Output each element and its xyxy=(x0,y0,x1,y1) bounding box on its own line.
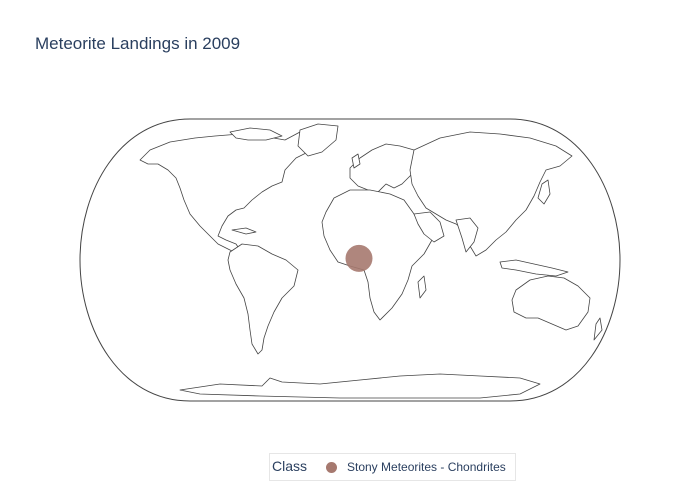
europe-land xyxy=(349,143,425,193)
legend-item-chondrites[interactable]: Stony Meteorites - Chondrites xyxy=(326,454,506,480)
south-america-land xyxy=(227,243,299,355)
japan-land xyxy=(537,179,551,205)
legend-marker-circle xyxy=(326,461,337,473)
india-land xyxy=(455,217,479,253)
greenland-land xyxy=(297,123,339,157)
uk-land xyxy=(351,153,361,169)
indonesia-land xyxy=(499,259,569,277)
africa-land xyxy=(321,189,433,321)
legend-title: Class xyxy=(272,458,308,474)
madagascar-land xyxy=(417,275,427,299)
meteorite-marker[interactable] xyxy=(345,244,373,272)
caribbean-land xyxy=(231,227,257,235)
meteorite-markers xyxy=(345,244,373,272)
chart-title: Meteorite Landings in 2009 xyxy=(35,34,241,53)
legend-label: Stony Meteorites - Chondrites xyxy=(347,460,506,474)
land-masses xyxy=(139,123,603,399)
arabia-land xyxy=(413,211,445,243)
new-zealand-land xyxy=(593,317,603,341)
asia-land xyxy=(409,131,573,257)
arctic-islands-land xyxy=(229,127,283,141)
australia-land xyxy=(511,275,591,331)
legend: Class Stony Meteorites - Chondrites xyxy=(269,453,516,481)
antarctica-land xyxy=(179,373,541,399)
